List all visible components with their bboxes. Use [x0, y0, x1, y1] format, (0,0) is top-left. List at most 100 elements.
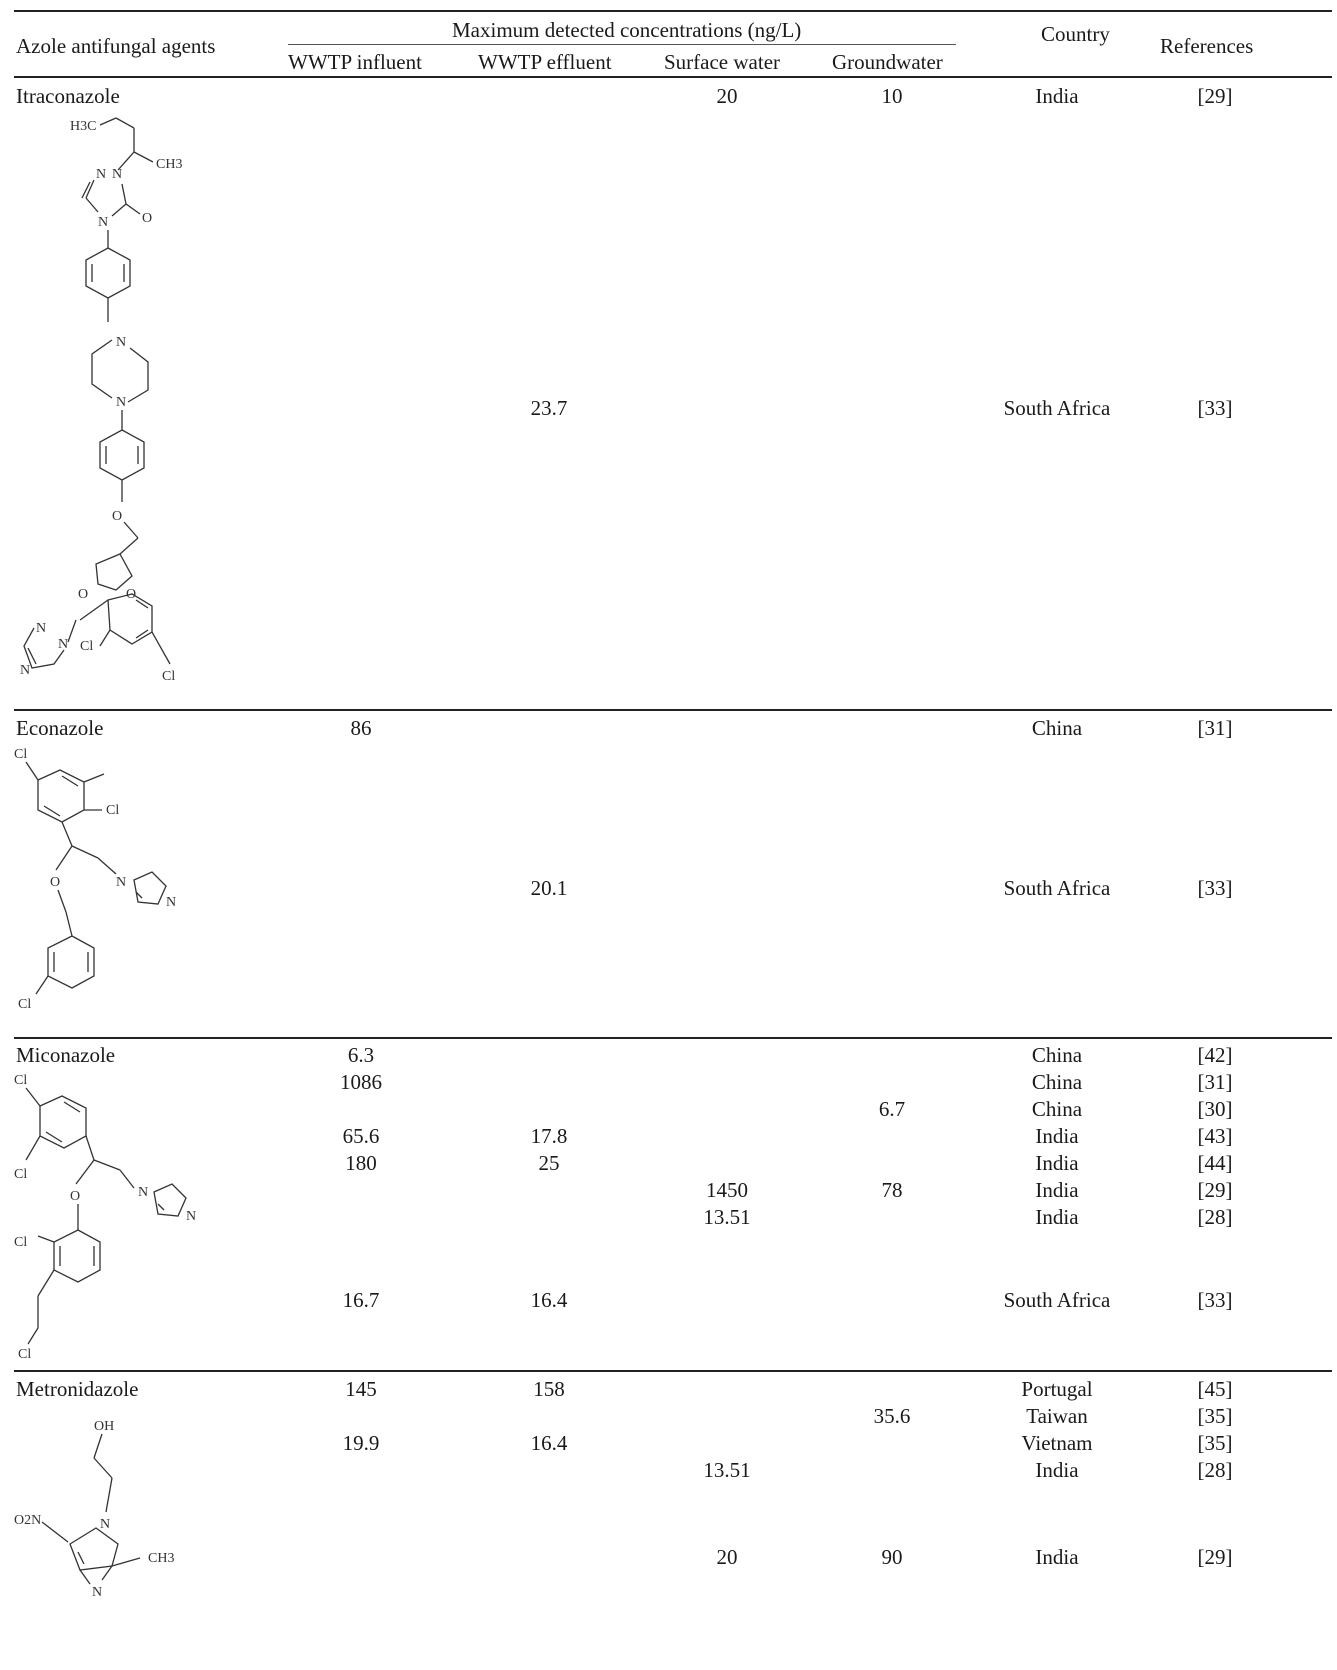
cell-ref: [29]: [1197, 1178, 1233, 1202]
cell-influent: 1086: [340, 1070, 382, 1094]
cell-ground: 10: [881, 84, 903, 108]
header-wwtp-influent: WWTP influent: [288, 50, 422, 74]
cell-country: China: [1031, 1043, 1083, 1067]
structure-label: O: [112, 509, 122, 524]
structure-label: N: [186, 1209, 196, 1224]
cell-country: China: [1031, 1097, 1083, 1121]
cell-effluent: 25: [538, 1151, 560, 1175]
structure-label: O: [142, 211, 152, 226]
structure-label: N: [116, 335, 126, 350]
cell-ref: [33]: [1197, 876, 1233, 900]
row-divider: [14, 709, 1332, 711]
cell-ref: [31]: [1197, 716, 1233, 740]
structure-label: O: [50, 875, 60, 890]
structure-label: Cl: [162, 669, 175, 684]
structure-label: Cl: [14, 1235, 27, 1250]
row-divider: [14, 1037, 1332, 1039]
cell-influent: 65.6: [342, 1124, 380, 1148]
cell-country: India: [1035, 1124, 1079, 1148]
structure-label: Cl: [80, 639, 93, 654]
cell-surface: 13.51: [703, 1458, 751, 1482]
cell-ref: [44]: [1197, 1151, 1233, 1175]
structure-label: N: [166, 895, 176, 910]
header-wwtp-effluent: WWTP effluent: [478, 50, 612, 74]
cell-influent: 86: [350, 716, 372, 740]
structure-label: N: [92, 1585, 102, 1600]
cell-ground: 78: [881, 1178, 903, 1202]
structure-label: N: [116, 875, 126, 890]
cell-ref: [28]: [1197, 1205, 1233, 1229]
cell-country: South Africa: [1003, 876, 1111, 900]
cell-ground: 90: [881, 1545, 903, 1569]
cell-country: India: [1035, 1151, 1079, 1175]
cell-country: Portugal: [1021, 1377, 1093, 1401]
cell-country: South Africa: [1003, 1288, 1111, 1312]
cell-country: India: [1035, 1545, 1079, 1569]
cell-ground: 6.7: [878, 1097, 906, 1121]
structure-label: CH3: [156, 157, 182, 172]
header-country: Country: [1041, 22, 1110, 46]
header-group: Maximum detected concentrations (ng/L): [452, 18, 802, 42]
cell-ref: [35]: [1197, 1431, 1233, 1455]
agent-name-metronidazole: Metronidazole: [16, 1377, 139, 1401]
structure-label: N: [20, 663, 30, 678]
cell-ref: [42]: [1197, 1043, 1233, 1067]
cell-surface: 13.51: [703, 1205, 751, 1229]
cell-effluent: 23.7: [530, 396, 568, 420]
cell-influent: 16.7: [342, 1288, 380, 1312]
structure-label: O2N: [14, 1513, 41, 1528]
cell-country: China: [1031, 716, 1083, 740]
structure-label: H3C: [70, 119, 96, 134]
header-surface-water: Surface water: [664, 50, 781, 74]
cell-influent: 6.3: [347, 1043, 375, 1067]
cell-ref: [29]: [1197, 84, 1233, 108]
metronidazole-structure: OH O2N N CH3 N: [14, 1419, 174, 1600]
cell-country: India: [1035, 1178, 1079, 1202]
cell-ref: [29]: [1197, 1545, 1233, 1569]
header-agent: Azole antifungal agents: [16, 34, 216, 58]
cell-ref: [45]: [1197, 1377, 1233, 1401]
row-divider: [14, 1370, 1332, 1372]
structure-label: N: [98, 215, 108, 230]
cell-ref: [30]: [1197, 1097, 1233, 1121]
header-references: References: [1160, 34, 1254, 58]
cell-country: India: [1035, 1458, 1079, 1482]
cell-effluent: 158: [533, 1377, 565, 1401]
structure-label: N: [100, 1517, 110, 1532]
structure-label: N: [116, 395, 126, 410]
cell-country: India: [1035, 1205, 1079, 1229]
cell-ref: [31]: [1197, 1070, 1233, 1094]
cell-country: India: [1035, 84, 1079, 108]
cell-influent: 19.9: [342, 1431, 380, 1455]
cell-influent: 145: [345, 1377, 377, 1401]
agent-name-miconazole: Miconazole: [16, 1043, 116, 1067]
cell-surface: 20: [716, 84, 738, 108]
structure-label: N: [36, 621, 46, 636]
cell-surface: 1450: [706, 1178, 748, 1202]
structure-label: Cl: [18, 1347, 31, 1362]
structure-label: Cl: [106, 803, 119, 818]
structure-label: O: [70, 1189, 80, 1204]
cell-surface: 20: [716, 1545, 738, 1569]
header-groundwater: Groundwater: [832, 50, 943, 74]
structure-label: Cl: [14, 1073, 27, 1088]
cell-ref: [33]: [1197, 1288, 1233, 1312]
structure-label: N: [96, 167, 106, 182]
cell-ref: [33]: [1197, 396, 1233, 420]
structure-label: CH3: [148, 1551, 174, 1566]
structure-label: Cl: [18, 997, 31, 1012]
table-top-rule: [14, 10, 1332, 12]
structure-label: N: [58, 637, 68, 652]
cell-effluent: 16.4: [530, 1288, 568, 1312]
itraconazole-structure: H3C CH3 N N O N N N O O O Cl Cl N N N: [20, 117, 182, 684]
miconazole-structure: Cl Cl O N N Cl Cl: [14, 1073, 196, 1362]
cell-ref: [43]: [1197, 1124, 1233, 1148]
cell-country: China: [1031, 1070, 1083, 1094]
structure-label: Cl: [14, 1167, 27, 1182]
econazole-structure: Cl Cl O N N Cl: [14, 747, 176, 1012]
header-bottom-rule: [14, 76, 1332, 78]
structure-label: Cl: [14, 747, 27, 762]
structure-label: OH: [94, 1419, 114, 1434]
cell-ref: [35]: [1197, 1404, 1233, 1428]
cell-ground: 35.6: [873, 1404, 911, 1428]
